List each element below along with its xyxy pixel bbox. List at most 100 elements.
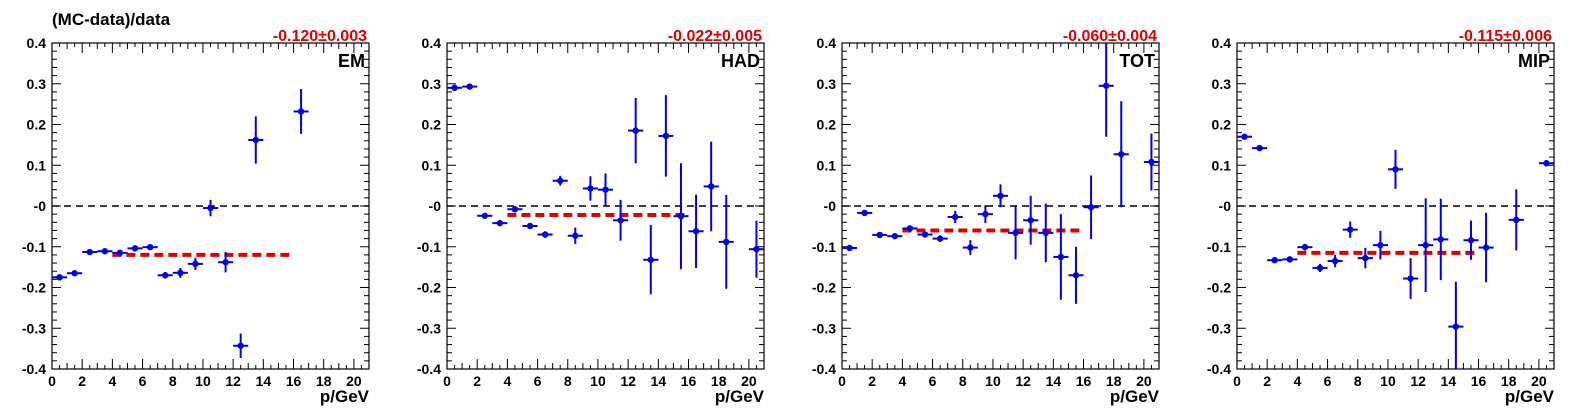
data-point — [82, 248, 98, 256]
y-tick-label: 0.1 — [422, 157, 442, 173]
marker — [921, 231, 929, 238]
x-axis-title: p/GeV — [320, 387, 370, 406]
y-tick-label: 0.4 — [817, 35, 837, 51]
marker — [1543, 160, 1550, 167]
x-tick-label: 0 — [1233, 373, 1241, 389]
panel-had: 0.4 0.3 0.2 0.1 -0 -0.1 -0.2 -0.3 -0.40 2 4 6 8 10 12 1… — [417, 28, 765, 406]
data-point — [447, 84, 463, 92]
fit-result-label: -0.115±0.006 — [1459, 28, 1552, 45]
y-tick-label: -0.2 — [417, 280, 441, 296]
marker — [71, 270, 78, 277]
data-point — [142, 243, 158, 251]
marker — [222, 259, 229, 266]
data-point — [1023, 195, 1039, 245]
data-point — [1113, 101, 1129, 208]
marker — [1118, 151, 1125, 158]
y-tick-label: 0.4 — [27, 35, 47, 51]
data-point — [1312, 263, 1328, 273]
x-tick-label: 14 — [256, 373, 272, 389]
data-points — [1237, 133, 1554, 369]
data-point — [1098, 43, 1114, 137]
data-point — [218, 252, 234, 273]
data-point — [857, 209, 873, 217]
y-tick-label: -0.4 — [22, 361, 46, 377]
x-tick-label: 6 — [139, 373, 147, 389]
data-point — [202, 199, 219, 217]
y-tick-label: 0.4 — [422, 35, 442, 51]
y-tick-label: -0.3 — [417, 320, 441, 336]
x-tick-label: 14 — [1046, 373, 1062, 389]
x-tick-label: 10 — [985, 373, 1001, 389]
x-tick-label: 4 — [898, 373, 906, 389]
data-point — [97, 248, 113, 255]
marker — [56, 274, 63, 281]
marker — [1012, 229, 1019, 237]
data-point — [597, 173, 614, 206]
y-tick-label: -0.3 — [22, 320, 46, 336]
x-tick-label: 18 — [1501, 373, 1517, 389]
x-tick-label: 2 — [78, 373, 86, 389]
marker — [1377, 241, 1384, 249]
data-point — [673, 163, 689, 270]
marker — [1347, 226, 1354, 233]
x-tick-label: 12 — [1410, 373, 1426, 389]
x-tick-label: 4 — [1293, 373, 1301, 389]
x-tick-label: 8 — [564, 373, 572, 389]
marker — [1437, 236, 1444, 243]
marker — [1331, 257, 1339, 265]
y-tick-label: -0.3 — [812, 320, 836, 336]
data-point — [902, 225, 918, 232]
marker — [1392, 166, 1399, 173]
marker — [936, 235, 944, 242]
panels: 0.40.30.20.1-0-0.1-0.2-0.3-0.40 2 4 6 8 10 12 1… — [22, 28, 1555, 406]
data-points — [447, 83, 764, 295]
marker — [177, 269, 184, 277]
marker — [617, 217, 624, 224]
marker — [1148, 158, 1155, 166]
x-tick-label: 0 — [838, 373, 846, 389]
x-tick-label: 8 — [1354, 373, 1362, 389]
data-point — [233, 333, 249, 358]
data-point — [1143, 133, 1159, 191]
data-point — [1038, 203, 1054, 263]
marker — [1102, 82, 1110, 89]
data-point — [872, 231, 888, 239]
x-tick-label: 0 — [48, 373, 56, 389]
x-tick-label: 8 — [959, 373, 967, 389]
y-tick-label: -0.2 — [22, 280, 46, 296]
y-tick-label: -0.1 — [22, 239, 46, 255]
data-points — [52, 89, 309, 358]
data-point — [1083, 175, 1099, 240]
data-point — [643, 225, 659, 295]
data-point — [507, 206, 523, 213]
marker — [572, 232, 579, 239]
x-tick-label: 20 — [1531, 373, 1547, 389]
data-point — [248, 116, 264, 164]
marker — [297, 108, 305, 115]
marker — [496, 219, 504, 227]
y-tick-label: -0.1 — [417, 239, 441, 255]
marker — [101, 248, 109, 255]
x-tick-label: 14 — [1441, 373, 1457, 389]
marker — [662, 132, 670, 140]
data-point — [628, 98, 644, 164]
marker — [451, 84, 458, 92]
data-point — [1403, 258, 1419, 299]
data-point — [947, 210, 963, 224]
x-tick-label: 16 — [286, 373, 302, 389]
y-tick-label: 0.2 — [27, 117, 47, 133]
marker — [753, 245, 760, 253]
marker — [1072, 272, 1080, 279]
marker — [1057, 253, 1065, 261]
panel-tot: 0.4 0.3 0.2 0.1 -0 -0.1 -0.2 -0.3 -0.40 2 4 6 8 10 12 1… — [812, 28, 1160, 406]
fit-result-label: -0.120±0.003 — [273, 28, 367, 45]
x-axis-title: p/GeV — [1110, 387, 1160, 406]
marker — [1467, 237, 1475, 244]
marker — [557, 177, 564, 184]
data-point — [1068, 246, 1084, 304]
data-point — [492, 219, 508, 227]
y-tick-label: -0 — [429, 198, 442, 214]
x-tick-label: 12 — [225, 373, 241, 389]
y-tick-label: 0.1 — [1212, 157, 1232, 173]
y-tick-label: 0.1 — [817, 157, 837, 173]
